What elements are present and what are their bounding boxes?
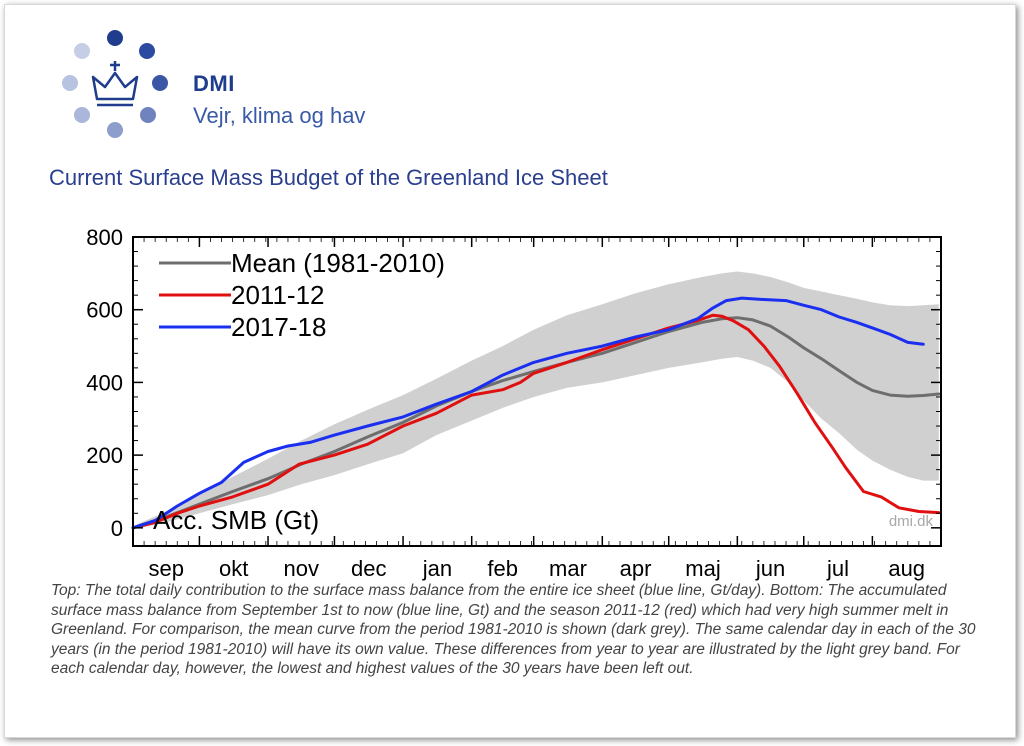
- y-tick-label: 800: [86, 225, 123, 250]
- y-tick-label: 0: [111, 516, 123, 541]
- month-label: aug: [888, 556, 925, 581]
- series-line-2017-18: [131, 296, 925, 530]
- smb-chart: 0 200 400 600 800 sep okt nov dec jan feb mar apr maj…: [41, 203, 996, 583]
- month-label: jan: [422, 556, 452, 581]
- legend-label: Mean (1981-2010): [231, 248, 445, 278]
- axis-layer: 0 200 400 600 800 sep okt nov dec jan feb mar apr maj…: [86, 225, 942, 581]
- plot-frame: [132, 236, 942, 547]
- figure-caption: Top: The total daily contribution to the…: [51, 582, 976, 677]
- watermark: dmi.dk: [889, 513, 934, 530]
- report-card: DMI Vejr, klima og hav Current Surface M…: [4, 4, 1016, 738]
- legend-label: 2017-18: [231, 312, 326, 342]
- chart-svg: 0 200 400 600 800 sep okt nov dec jan feb mar apr maj…: [86, 225, 942, 581]
- org-tagline: Vejr, klima og hav: [193, 103, 366, 128]
- y-axis-label: Acc. SMB (Gt): [153, 505, 319, 535]
- y-tick-label: 400: [86, 370, 123, 395]
- month-label: okt: [219, 556, 248, 581]
- month-label: sep: [148, 556, 183, 581]
- legend-label: 2011-12: [231, 280, 325, 310]
- month-label: feb: [487, 556, 518, 581]
- month-label: jun: [755, 556, 785, 581]
- month-label: maj: [685, 556, 720, 581]
- dmi-crown-logo: [62, 30, 168, 138]
- band-area: [133, 271, 939, 530]
- series-line-2011-12: [131, 313, 941, 530]
- month-label: nov: [283, 556, 318, 581]
- org-name: DMI: [193, 71, 235, 96]
- page-title: Current Surface Mass Budget of the Green…: [49, 165, 608, 190]
- month-label: jul: [826, 556, 849, 581]
- month-label: dec: [351, 556, 386, 581]
- month-label: apr: [620, 556, 652, 581]
- y-tick-label: 600: [86, 298, 123, 323]
- band-layer: [133, 271, 939, 530]
- y-tick-label: 200: [86, 443, 123, 468]
- series-layer: [131, 296, 941, 530]
- month-label: mar: [549, 556, 587, 581]
